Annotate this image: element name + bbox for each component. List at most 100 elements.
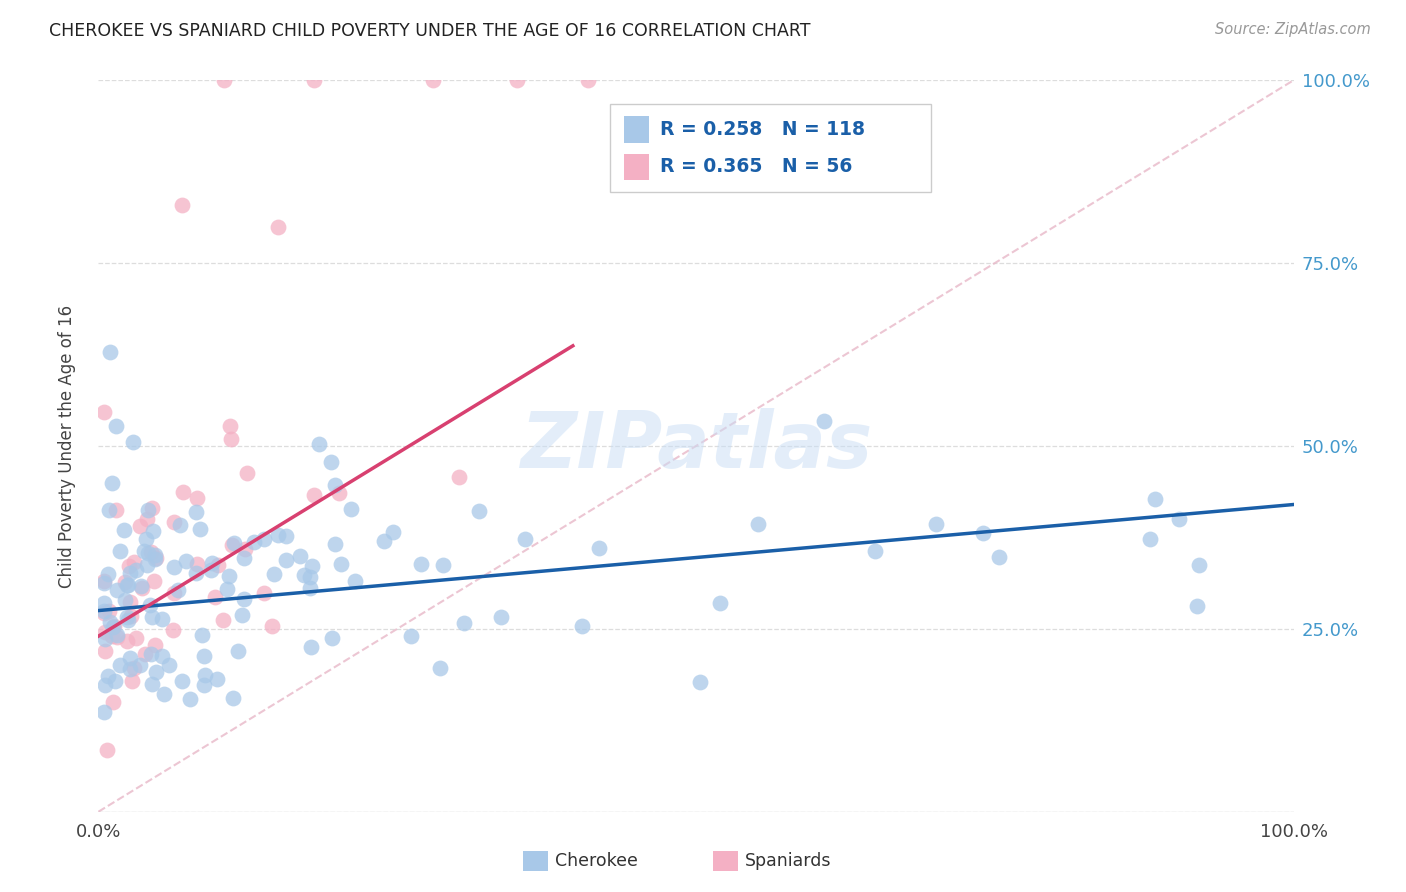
Point	[153, 687, 176, 701]
Point	[105, 419, 128, 434]
Point	[170, 673, 193, 688]
Point	[139, 598, 162, 612]
Point	[263, 566, 285, 581]
Point	[228, 644, 250, 658]
Point	[373, 534, 395, 549]
Text: Source: ZipAtlas.com: Source: ZipAtlas.com	[1215, 22, 1371, 37]
Point	[108, 544, 131, 558]
Text: R = 0.258   N = 118: R = 0.258 N = 118	[661, 120, 865, 139]
Point	[93, 575, 115, 590]
Point	[506, 73, 529, 87]
Point	[105, 631, 128, 645]
Point	[93, 405, 115, 419]
Point	[184, 566, 207, 581]
Point	[115, 610, 138, 624]
Point	[114, 574, 136, 589]
Point	[329, 557, 352, 571]
Point	[105, 583, 128, 598]
Point	[136, 546, 159, 560]
Point	[200, 563, 222, 577]
Point	[340, 502, 363, 516]
Point	[186, 506, 208, 520]
Point	[125, 631, 148, 645]
Point	[163, 515, 186, 529]
Point	[429, 661, 451, 675]
Point	[98, 604, 121, 618]
Point	[98, 345, 121, 359]
Text: Cherokee: Cherokee	[555, 852, 638, 870]
Point	[172, 197, 194, 211]
Point	[212, 73, 235, 87]
Point	[218, 569, 240, 583]
Point	[308, 437, 330, 451]
Point	[319, 455, 342, 469]
Point	[163, 585, 186, 599]
Point	[136, 512, 159, 526]
Point	[117, 613, 139, 627]
Point	[128, 658, 150, 673]
Point	[120, 662, 142, 676]
Point	[298, 570, 321, 584]
Point	[267, 219, 290, 234]
Point	[381, 524, 404, 539]
Point	[1168, 512, 1191, 526]
Point	[689, 674, 711, 689]
Point	[120, 651, 142, 665]
Point	[167, 582, 190, 597]
Point	[221, 538, 243, 552]
Point	[321, 631, 343, 645]
Point	[813, 414, 835, 428]
Point	[157, 658, 180, 673]
Point	[100, 475, 122, 490]
Point	[98, 615, 121, 629]
Point	[323, 537, 346, 551]
Point	[987, 550, 1010, 565]
Point	[125, 563, 148, 577]
Point	[232, 550, 254, 565]
Text: CHEROKEE VS SPANIARD CHILD POVERTY UNDER THE AGE OF 16 CORRELATION CHART: CHEROKEE VS SPANIARD CHILD POVERTY UNDER…	[49, 22, 811, 40]
Point	[201, 556, 224, 570]
Point	[101, 695, 124, 709]
Y-axis label: Child Poverty Under the Age of 16: Child Poverty Under the Age of 16	[58, 304, 76, 588]
Point	[1188, 558, 1211, 573]
Point	[101, 620, 124, 634]
Point	[224, 536, 246, 550]
Point	[118, 595, 141, 609]
Point	[98, 503, 121, 517]
Point	[122, 555, 145, 569]
Point	[141, 524, 163, 538]
Point	[93, 705, 115, 719]
Point	[207, 558, 229, 573]
Point	[162, 624, 184, 638]
Point	[217, 582, 239, 597]
Point	[193, 678, 215, 692]
Point	[489, 610, 512, 624]
Point	[97, 669, 120, 683]
Text: Spaniards: Spaniards	[745, 852, 832, 870]
Point	[143, 552, 166, 566]
Point	[747, 516, 769, 531]
Point	[972, 525, 994, 540]
Point	[100, 629, 122, 643]
Point	[253, 532, 276, 546]
Point	[121, 673, 143, 688]
Point	[131, 579, 153, 593]
Point	[121, 609, 143, 624]
Point	[468, 504, 491, 518]
Point	[93, 605, 115, 619]
Point	[117, 578, 139, 592]
Point	[139, 647, 162, 661]
Point	[139, 544, 162, 558]
Point	[136, 503, 159, 517]
Point	[432, 558, 454, 573]
Point	[212, 613, 235, 627]
Point	[108, 657, 131, 672]
Point	[191, 628, 214, 642]
Point	[105, 503, 128, 517]
Text: R = 0.365   N = 56: R = 0.365 N = 56	[661, 157, 852, 177]
Point	[114, 593, 136, 607]
Point	[218, 419, 240, 434]
Point	[186, 557, 208, 571]
Point	[449, 469, 471, 483]
Point	[453, 615, 475, 630]
